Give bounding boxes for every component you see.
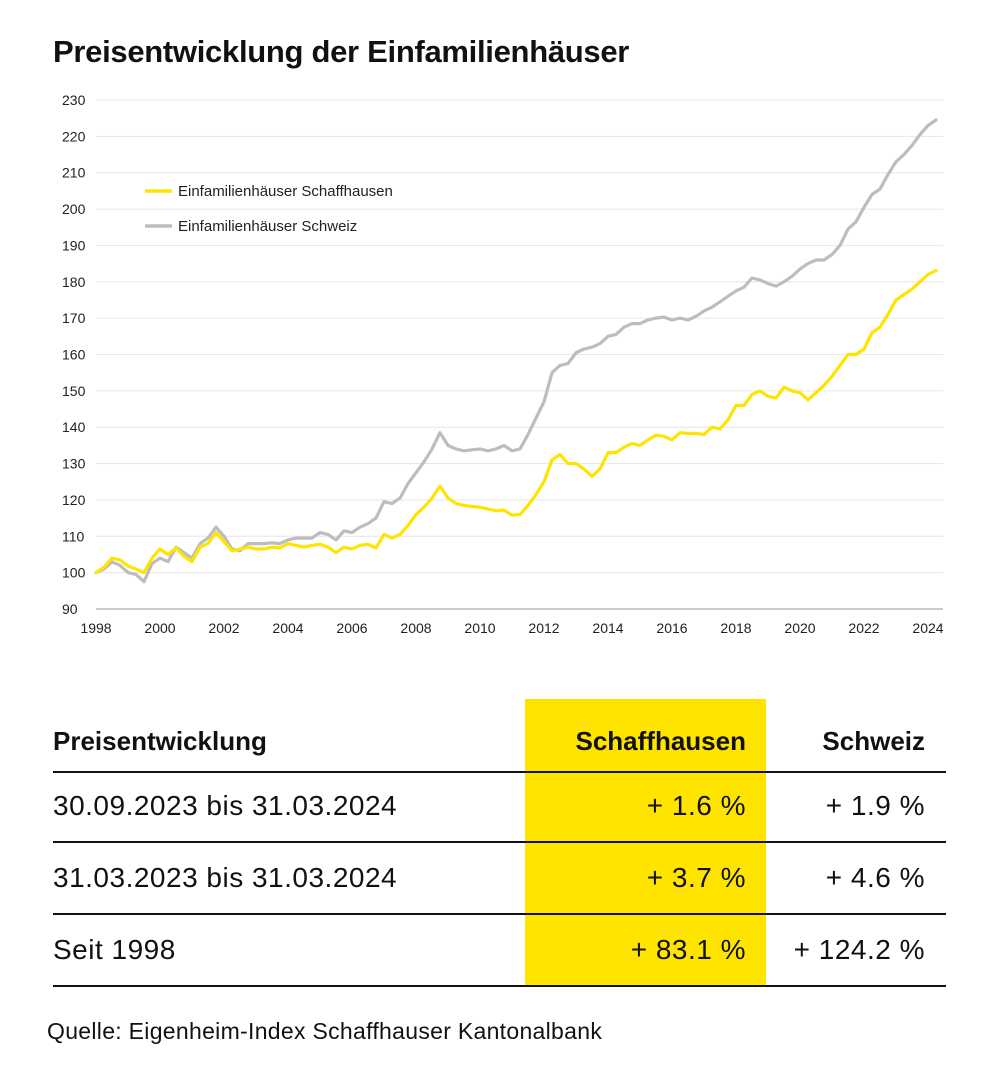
chart-legend: Einfamilienhäuser Schaffhausen Einfamilie… <box>145 183 393 235</box>
row-schweiz-value: + 124.2 % <box>793 934 925 965</box>
y-tick-label: 90 <box>62 601 78 617</box>
x-tick-label: 2000 <box>144 620 175 636</box>
legend-label: Einfamilienhäuser Schaffhausen <box>178 183 393 200</box>
x-tick-label: 2020 <box>784 620 815 636</box>
y-tick-label: 130 <box>62 456 86 472</box>
row-schaffhausen-value: + 3.7 % <box>646 862 746 893</box>
x-tick-label: 2006 <box>336 620 367 636</box>
header-schweiz: Schweiz <box>822 725 925 756</box>
y-tick-label: 160 <box>62 347 86 363</box>
y-tick-label: 170 <box>62 310 86 326</box>
x-tick-label: 2018 <box>720 620 751 636</box>
chart-series <box>94 118 938 584</box>
y-tick-label: 120 <box>62 492 86 508</box>
x-tick-label: 2004 <box>272 620 303 636</box>
row-schaffhausen-value: + 83.1 % <box>630 934 746 965</box>
x-tick-label: 2002 <box>208 620 239 636</box>
x-tick-label: 2022 <box>848 620 879 636</box>
x-tick-label: 2012 <box>528 620 559 636</box>
price-change-table: Preisentwicklung Schaffhausen Schweiz 30… <box>53 699 946 987</box>
chart-grid <box>96 99 943 610</box>
series-line-schaffhausen <box>94 268 938 575</box>
y-tick-label: 110 <box>62 528 85 544</box>
legend-label: Einfamilienhäuser Schweiz <box>178 218 357 235</box>
x-tick-label: 1998 <box>80 620 111 636</box>
y-tick-label: 180 <box>62 274 86 290</box>
table-header-row: Preisentwicklung Schaffhausen Schweiz <box>53 699 946 773</box>
y-tick-label: 210 <box>62 165 86 181</box>
y-tick-label: 220 <box>62 128 86 144</box>
row-period-label: Seit 1998 <box>53 934 176 965</box>
x-tick-label: 2010 <box>464 620 495 636</box>
row-schweiz-value: + 1.9 % <box>825 790 925 821</box>
y-tick-label: 150 <box>62 383 86 399</box>
x-tick-label: 2024 <box>912 620 943 636</box>
table-row: 31.03.2023 bis 31.03.2024 + 3.7 % + 4.6 … <box>53 843 946 915</box>
y-tick-label: 140 <box>62 419 86 435</box>
row-period-label: 31.03.2023 bis 31.03.2024 <box>53 862 398 893</box>
y-tick-label: 190 <box>62 237 86 253</box>
y-tick-label: 200 <box>62 201 86 217</box>
y-tick-label: 230 <box>62 92 86 108</box>
x-tick-label: 2016 <box>656 620 687 636</box>
header-schaffhausen: Schaffhausen <box>575 725 747 756</box>
line-chart: 90 100 110 120 130 140 150 160 170 180 190 200 210 22… <box>62 92 944 636</box>
x-tick-label: 2014 <box>592 620 623 636</box>
x-axis-ticks: 1998 2000 2002 2004 2006 2008 2010 2012 2014 2016… <box>80 620 943 636</box>
y-tick-label: 100 <box>62 565 86 581</box>
source-note: Quelle: Eigenheim-Index Schaffhauser Kan… <box>47 1018 603 1044</box>
row-schaffhausen-value: + 1.6 % <box>646 790 746 821</box>
row-period-label: 30.09.2023 bis 31.03.2024 <box>53 790 398 821</box>
row-schweiz-value: + 4.6 % <box>825 862 925 893</box>
x-tick-label: 2008 <box>400 620 431 636</box>
header-label: Preisentwicklung <box>53 725 267 756</box>
table-row: 30.09.2023 bis 31.03.2024 + 1.6 % + 1.9 … <box>53 771 946 843</box>
table-row: Seit 1998 + 83.1 % + 124.2 % <box>53 915 946 987</box>
y-axis-ticks: 90 100 110 120 130 140 150 160 170 180 190 200 210 22… <box>62 92 86 617</box>
schaffhausen-column-highlight <box>525 699 766 987</box>
chart-title: Preisentwicklung der Einfamilienhäuser <box>53 34 630 69</box>
